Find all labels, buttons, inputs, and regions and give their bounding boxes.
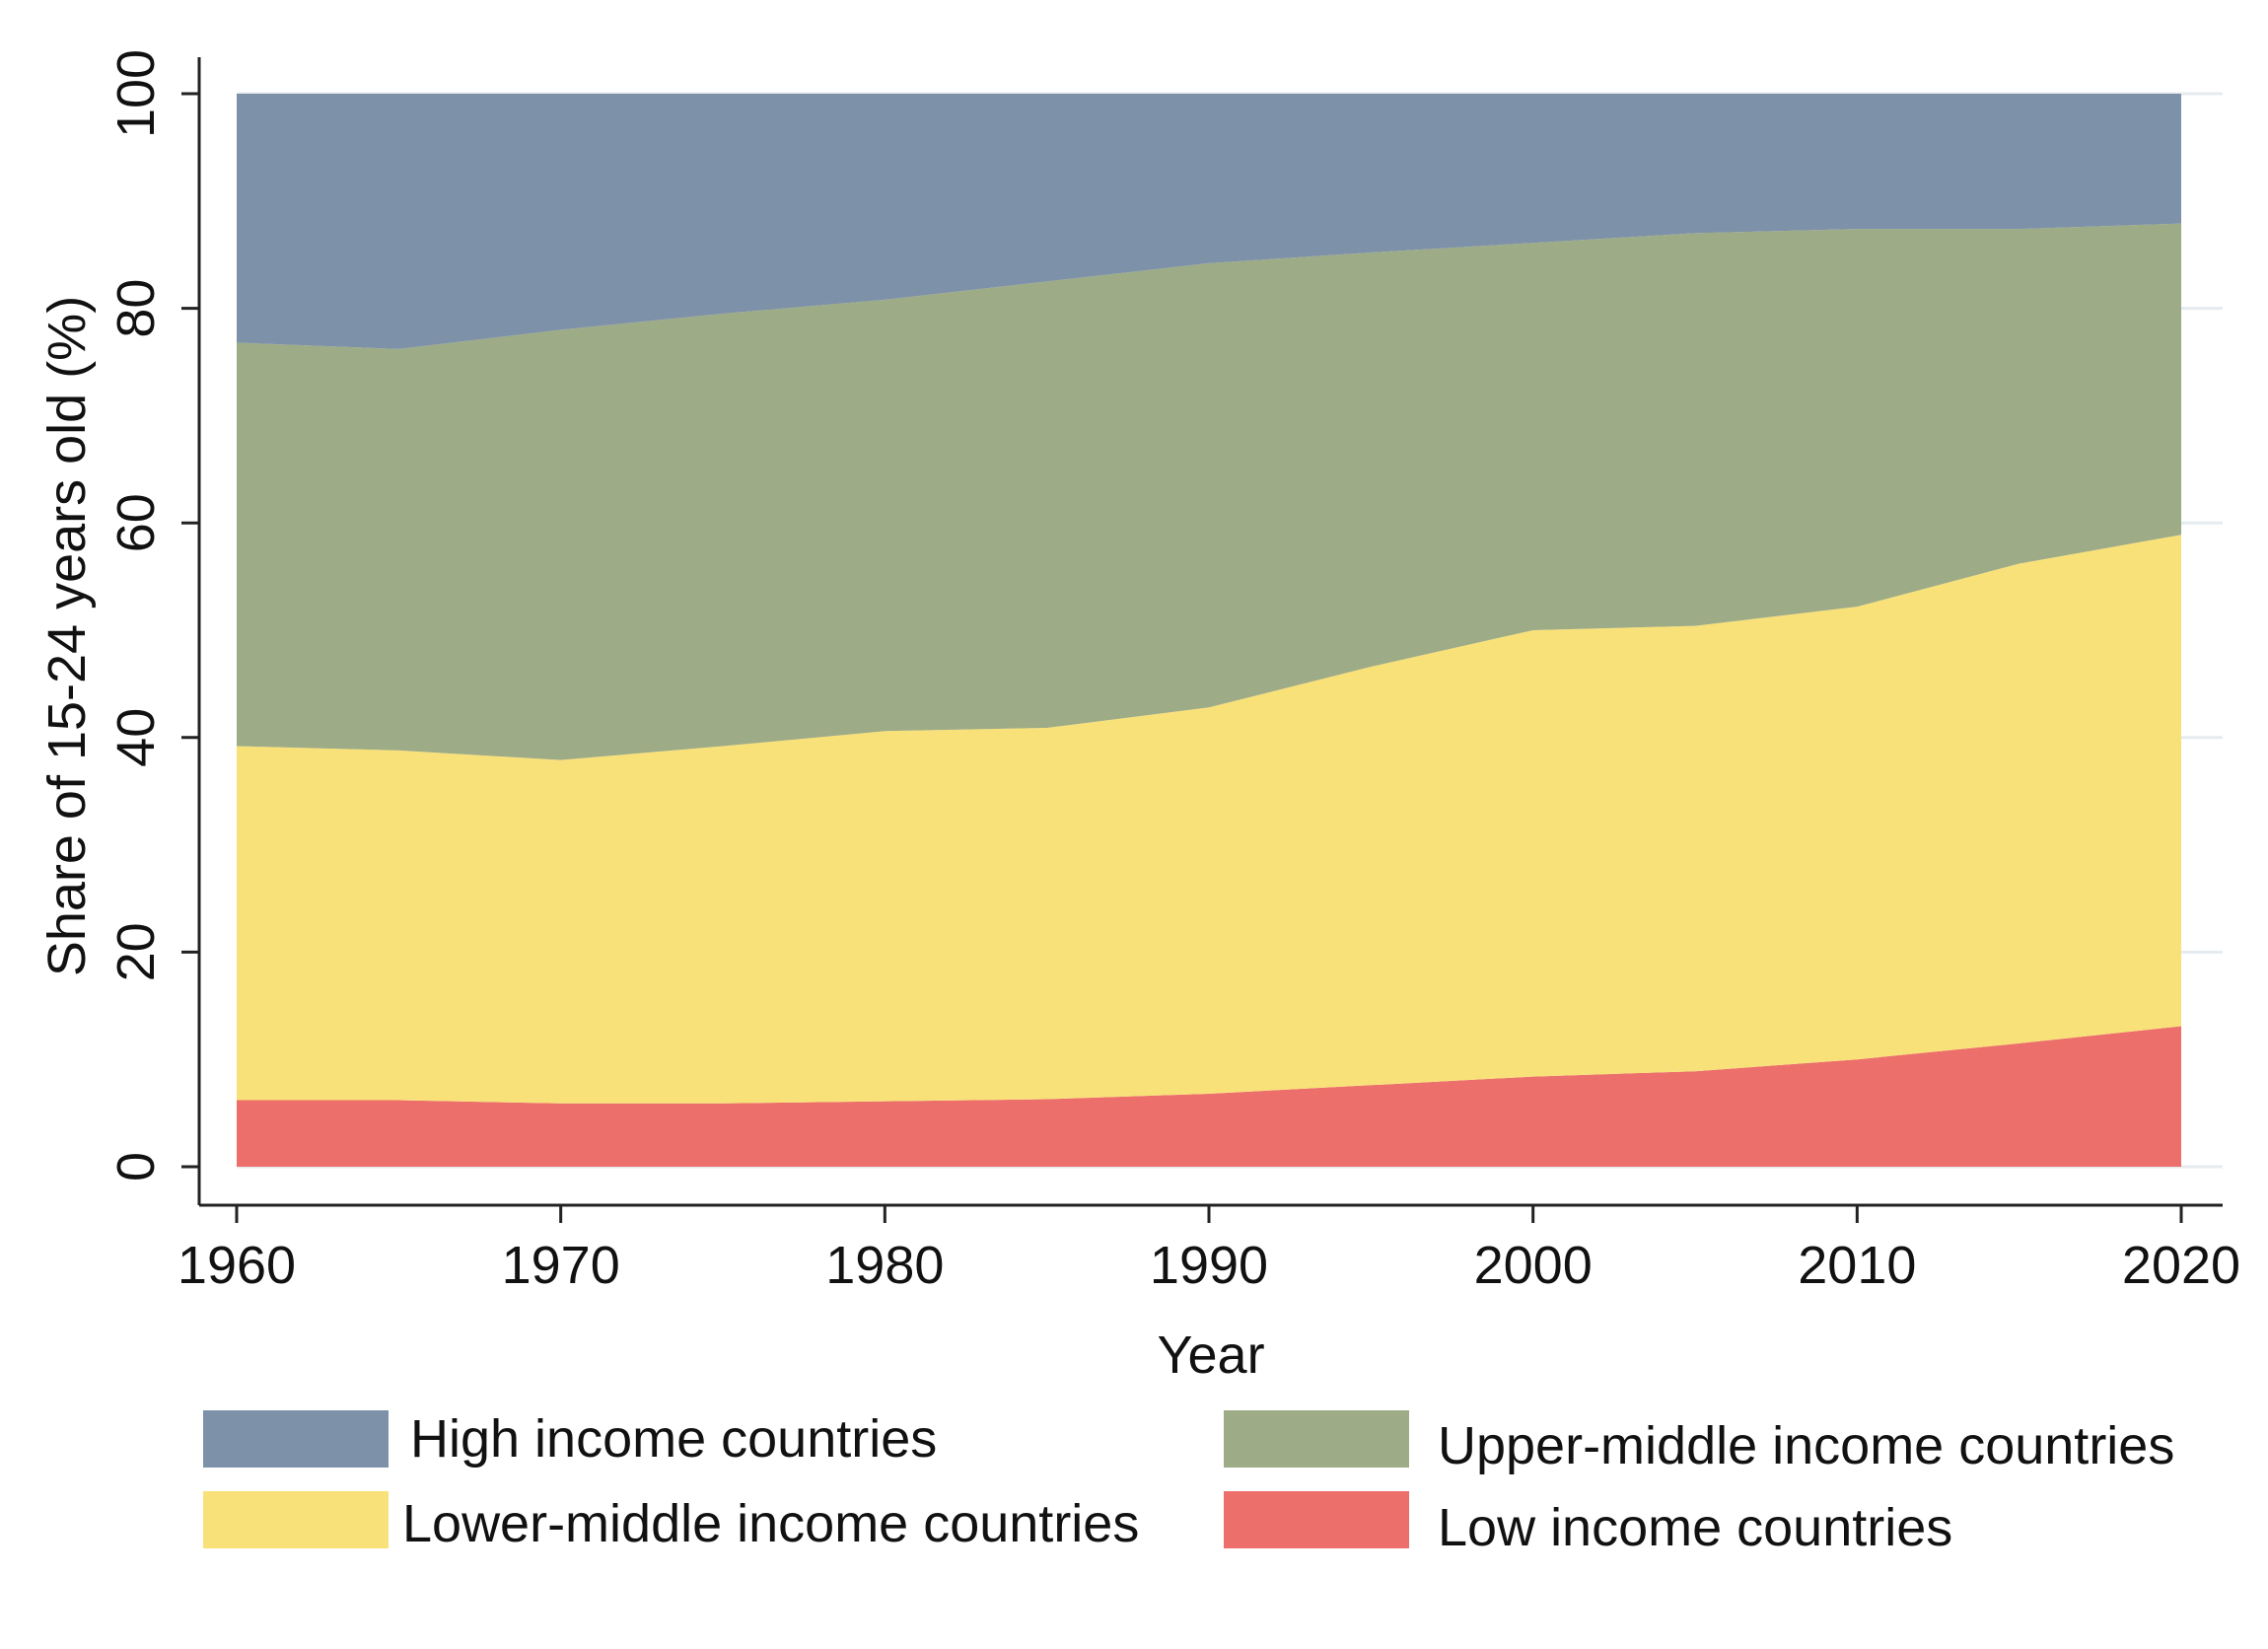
legend-label-lower-middle-income-countries: Lower-middle income countries [402,1494,1139,1553]
legend-label-high-income-countries: High income countries [410,1409,937,1469]
legend-label-low-income-countries: Low income countries [1438,1498,1952,1557]
x-tick-label-2000: 2000 [1474,1236,1593,1295]
y-axis-title: Share of 15-24 years old (%) [37,296,97,976]
y-tick-label-100: 100 [106,49,166,138]
legend-swatch-upper-middle-income-countries [1224,1410,1409,1468]
legend-label-upper-middle-income-countries: Upper-middle income countries [1438,1416,2174,1475]
legend-swatch-low-income-countries [1224,1491,1409,1548]
area-series [237,94,2181,1167]
y-tick-label-40: 40 [106,708,166,767]
x-axis-title: Year [1157,1326,1264,1385]
y-tick-label-60: 60 [106,493,166,552]
y-ticks: 0 20 40 60 80 100 [106,49,199,1182]
legend-swatch-high-income-countries [203,1410,389,1468]
x-tick-label-1990: 1990 [1150,1236,1268,1295]
area-upper-middle-income-countries [237,223,2181,760]
x-tick-label-1980: 1980 [825,1236,944,1295]
x-tick-label-1960: 1960 [177,1236,296,1295]
legend: High income countries Upper-middle income… [203,1409,2174,1557]
area-high-income-countries [237,94,2181,349]
axes [197,57,2223,1207]
y-tick-label-0: 0 [106,1152,166,1182]
y-tick-label-20: 20 [106,922,166,981]
y-tick-label-80: 80 [106,279,166,338]
x-ticks: 1960 1970 1980 1990 2000 2010 2020 [177,1205,2240,1295]
area-low-income-countries [237,1026,2181,1167]
legend-swatch-lower-middle-income-countries [203,1491,389,1548]
x-tick-label-2010: 2010 [1798,1236,1916,1295]
x-tick-label-1970: 1970 [502,1236,620,1295]
x-tick-label-2020: 2020 [2122,1236,2240,1295]
area-lower-middle-income-countries [237,535,2181,1104]
